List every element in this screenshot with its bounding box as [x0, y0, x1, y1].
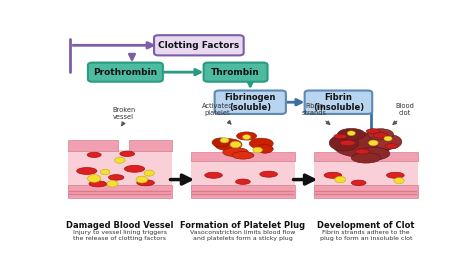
- Ellipse shape: [334, 134, 346, 139]
- Circle shape: [107, 181, 118, 187]
- Text: Damaged Blood Vessel: Damaged Blood Vessel: [66, 221, 173, 230]
- Ellipse shape: [205, 172, 222, 178]
- Ellipse shape: [249, 138, 273, 149]
- Ellipse shape: [257, 145, 273, 153]
- Bar: [191, 159, 295, 198]
- Ellipse shape: [223, 148, 248, 157]
- Circle shape: [100, 169, 110, 175]
- FancyBboxPatch shape: [204, 62, 267, 82]
- Ellipse shape: [356, 149, 369, 154]
- Text: Fibrin
(insoluble): Fibrin (insoluble): [313, 93, 364, 112]
- Circle shape: [88, 175, 101, 182]
- Text: Blood
clot: Blood clot: [395, 103, 414, 116]
- Ellipse shape: [236, 179, 250, 184]
- Text: Fibrin
strands: Fibrin strands: [302, 103, 327, 116]
- Text: Injury to vessel lining triggers
the release of clotting factors: Injury to vessel lining triggers the rel…: [73, 230, 167, 241]
- Ellipse shape: [125, 165, 145, 172]
- Ellipse shape: [368, 129, 393, 140]
- Bar: [67, 150, 172, 198]
- Text: Vasoconstriction limits blood flow
and platelets form a sticky plug: Vasoconstriction limits blood flow and p…: [190, 230, 296, 241]
- Text: Activated
platelet: Activated platelet: [201, 103, 233, 116]
- Circle shape: [144, 170, 155, 176]
- Ellipse shape: [387, 172, 404, 178]
- Ellipse shape: [366, 129, 380, 133]
- Ellipse shape: [237, 132, 257, 140]
- FancyBboxPatch shape: [215, 90, 286, 114]
- Circle shape: [243, 135, 251, 140]
- Ellipse shape: [77, 167, 97, 174]
- Ellipse shape: [87, 152, 101, 157]
- Ellipse shape: [333, 133, 392, 157]
- Ellipse shape: [109, 175, 124, 180]
- Ellipse shape: [214, 139, 242, 150]
- Circle shape: [369, 140, 378, 146]
- Circle shape: [335, 176, 346, 183]
- Text: Prothrombin: Prothrombin: [93, 68, 157, 77]
- Circle shape: [115, 157, 125, 163]
- Circle shape: [230, 141, 241, 148]
- Ellipse shape: [357, 147, 390, 160]
- Ellipse shape: [337, 128, 365, 140]
- Circle shape: [347, 131, 356, 136]
- Bar: [67, 186, 172, 198]
- Ellipse shape: [89, 181, 107, 187]
- Text: Fibrin strands adhere to the
plug to form an insoluble clot: Fibrin strands adhere to the plug to for…: [320, 230, 412, 241]
- Bar: [191, 186, 295, 198]
- Circle shape: [253, 147, 263, 153]
- Text: Fibrinogen
(soluble): Fibrinogen (soluble): [225, 93, 276, 112]
- Ellipse shape: [329, 135, 359, 151]
- Text: Clotting Factors: Clotting Factors: [158, 41, 239, 50]
- Circle shape: [394, 178, 404, 184]
- Ellipse shape: [120, 151, 135, 157]
- Ellipse shape: [385, 144, 398, 149]
- Text: Development of Clot: Development of Clot: [317, 221, 415, 230]
- FancyBboxPatch shape: [154, 35, 244, 56]
- Bar: [67, 141, 118, 151]
- Bar: [314, 186, 419, 198]
- Bar: [314, 152, 419, 161]
- Ellipse shape: [351, 153, 381, 163]
- Ellipse shape: [212, 138, 230, 147]
- Circle shape: [384, 136, 392, 141]
- Ellipse shape: [324, 172, 342, 178]
- Ellipse shape: [374, 133, 388, 138]
- Bar: [314, 159, 419, 198]
- Text: Broken
vessel: Broken vessel: [112, 107, 135, 121]
- Ellipse shape: [232, 151, 254, 159]
- Bar: [191, 152, 295, 161]
- Text: Formation of Platelet Plug: Formation of Platelet Plug: [181, 221, 305, 230]
- FancyBboxPatch shape: [305, 90, 372, 114]
- Ellipse shape: [351, 180, 366, 186]
- Bar: [129, 141, 172, 151]
- Ellipse shape: [340, 140, 356, 146]
- Ellipse shape: [260, 171, 277, 177]
- Circle shape: [220, 138, 229, 143]
- Text: Thrombin: Thrombin: [211, 68, 260, 77]
- FancyBboxPatch shape: [88, 62, 163, 82]
- Circle shape: [136, 176, 148, 183]
- Ellipse shape: [137, 180, 155, 186]
- Ellipse shape: [374, 134, 402, 149]
